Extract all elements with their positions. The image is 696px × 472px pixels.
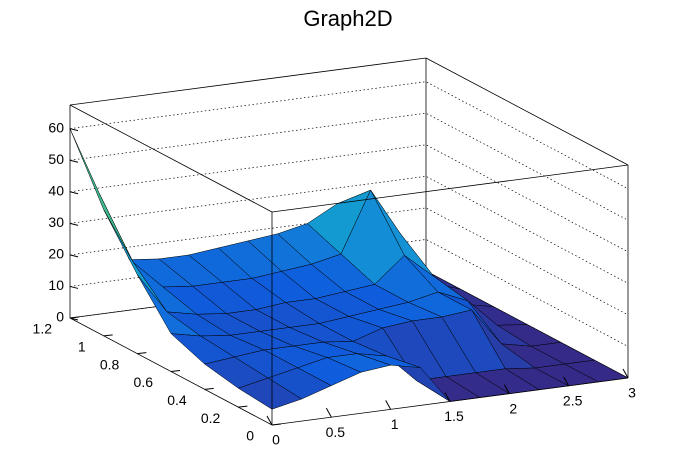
z-tick-label: 60	[48, 119, 64, 135]
x-tick	[503, 384, 510, 394]
z-tick-label: 10	[48, 277, 64, 293]
z-tick	[69, 285, 79, 289]
y-tick	[103, 334, 113, 337]
z-tick	[69, 254, 79, 258]
surface-cell	[237, 377, 303, 410]
z-tick	[69, 317, 79, 321]
y-tick	[204, 387, 214, 390]
y-tick	[271, 423, 282, 426]
y-tick-label: 0.2	[201, 410, 221, 426]
z-tick	[69, 191, 79, 195]
y-tick-label: 0.8	[100, 356, 120, 372]
y-tick	[238, 405, 248, 408]
z-tick-label: 0	[56, 309, 64, 325]
y-tick-label: 0	[246, 428, 254, 444]
x-tick	[444, 392, 451, 402]
y-tick-label: 0.6	[134, 374, 154, 390]
surface-cell	[69, 128, 134, 263]
x-tick	[266, 415, 273, 426]
z-tick-label: 30	[48, 214, 64, 230]
x-tick-label: 1	[391, 416, 399, 432]
z-tick-label: 40	[48, 182, 64, 198]
z-tick	[69, 159, 79, 163]
y-tick-label: 0.4	[167, 392, 187, 408]
y-tick	[170, 370, 181, 372]
x-tick-label: 0	[272, 432, 280, 448]
y-tick-label: 1	[78, 339, 86, 355]
grid-line	[69, 81, 629, 189]
z-tick	[69, 128, 79, 132]
z-tick	[69, 222, 79, 226]
box-edge	[69, 57, 427, 106]
x-tick-label: 3	[628, 385, 636, 401]
box-edge	[425, 57, 629, 166]
x-tick-label: 1.5	[444, 408, 464, 424]
chart-title: Graph2D	[303, 6, 392, 31]
x-tick-label: 2	[509, 400, 517, 416]
z-tick-label: 50	[48, 151, 64, 167]
x-tick-label: 2.5	[563, 393, 583, 409]
y-tick	[69, 316, 80, 319]
z-tick-label: 20	[48, 246, 64, 262]
x-tick	[622, 368, 629, 379]
y-tick	[137, 352, 147, 355]
box-edge	[69, 104, 273, 213]
x-tick	[563, 376, 570, 387]
x-tick	[325, 407, 332, 418]
x-tick-label: 0.5	[326, 424, 346, 440]
y-tick-label: 1.2	[33, 321, 53, 337]
x-tick	[385, 400, 392, 410]
box-edge	[271, 164, 629, 213]
